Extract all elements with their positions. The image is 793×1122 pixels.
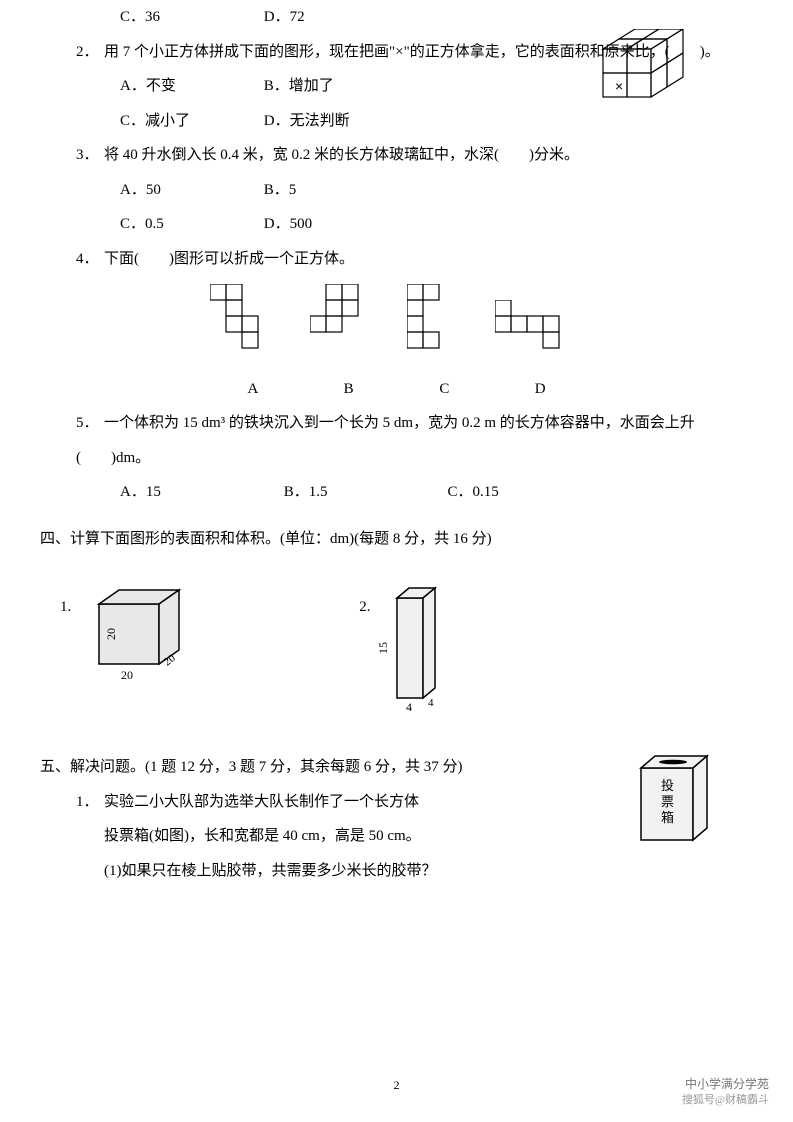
ballot-text-2: 票 [661, 794, 674, 809]
q2-number: 2． [76, 35, 104, 70]
ballot-text-1: 投 [661, 778, 674, 793]
q4-number: 4． [76, 242, 104, 277]
section-4-title: 四、计算下面图形的表面积和体积。(单位：dm)(每题 8 分，共 16 分) [40, 522, 753, 557]
q2-cube-figure: × [593, 29, 693, 117]
s4-fig-1: 1. 20 20 20 [60, 584, 199, 714]
watermark-line1: 中小学满分学苑 [682, 1076, 769, 1093]
watermark-line2: 搜狐号@财稿霸斗 [682, 1093, 769, 1108]
q3-opt-c: C．0.5 [120, 207, 260, 242]
svg-text:15: 15 [379, 642, 390, 654]
page-number: 2 [394, 1072, 400, 1100]
q4-net-c [407, 284, 467, 354]
section-5: 五、解决问题。(1 题 12 分，3 题 7 分，其余每题 6 分，共 37 分… [40, 750, 753, 888]
q4-net-b [310, 284, 380, 354]
q5-opt-b: B．1.5 [284, 475, 444, 510]
q3-number: 3． [76, 138, 104, 173]
q5-number: 5． [76, 406, 104, 441]
q4-net-labels: A B C D [40, 372, 753, 407]
watermark: 中小学满分学苑 搜狐号@财稿霸斗 [682, 1076, 769, 1108]
question-4: 4．下面( )图形可以折成一个正方体。 [40, 242, 753, 407]
s5-line1: 实验二小大队部为选举大队长制作了一个长方体 [104, 794, 419, 810]
s4-fig2-label: 2. [359, 590, 370, 625]
s5-q1-number: 1． [76, 785, 104, 820]
q3-opt-d: D．500 [264, 207, 404, 242]
q4-label-b: B [303, 372, 395, 407]
q4-net-d [495, 300, 583, 354]
s4-fig1-label: 1. [60, 590, 71, 625]
q3-opt-b: B．5 [264, 173, 404, 208]
question-2: 2．用 7 个小正方体拼成下面的图形，现在把画"×"的正方体拿走，它的表面积和原… [40, 35, 753, 139]
svg-text:20: 20 [104, 628, 118, 640]
q4-label-d: D [494, 372, 586, 407]
q3-text: 将 40 升水倒入长 0.4 米，宽 0.2 米的长方体玻璃缸中，水深( )分米… [104, 147, 579, 163]
section-4-figures: 1. 20 20 20 2. 15 4 4 [60, 584, 753, 714]
q4-text: 下面( )图形可以折成一个正方体。 [104, 251, 354, 267]
q2-opt-c: C．减小了 [120, 104, 260, 139]
q2-opt-d: D．无法判断 [264, 104, 404, 139]
q4-label-a: A [207, 372, 299, 407]
q4-label-c: C [398, 372, 490, 407]
q4-nets-row [40, 284, 753, 368]
s4-fig-2: 2. 15 4 4 [359, 584, 458, 714]
ballot-text-3: 箱 [661, 810, 674, 825]
q1-opt-d: D．72 [264, 0, 404, 35]
ballot-box-figure: 投 票 箱 [635, 750, 713, 860]
q5-text: 一个体积为 15 dm³ 的铁块沉入到一个长为 5 dm，宽为 0.2 m 的长… [76, 415, 695, 466]
svg-text:4: 4 [428, 697, 434, 709]
q3-opt-a: A．50 [120, 173, 260, 208]
svg-text:4: 4 [406, 700, 412, 714]
q4-net-a [210, 284, 282, 354]
q1-opt-c: C．36 [120, 0, 260, 35]
q2-opt-b: B．增加了 [264, 69, 404, 104]
question-3: 3．将 40 升水倒入长 0.4 米，宽 0.2 米的长方体玻璃缸中，水深( )… [40, 138, 753, 242]
q5-opt-c: C．0.15 [448, 475, 608, 510]
question-5: 5．一个体积为 15 dm³ 的铁块沉入到一个长为 5 dm，宽为 0.2 m … [40, 406, 753, 510]
q2-opt-a: A．不变 [120, 69, 260, 104]
q5-opt-a: A．15 [120, 475, 280, 510]
svg-text:20: 20 [121, 668, 133, 682]
q2-x-mark: × [615, 78, 623, 94]
